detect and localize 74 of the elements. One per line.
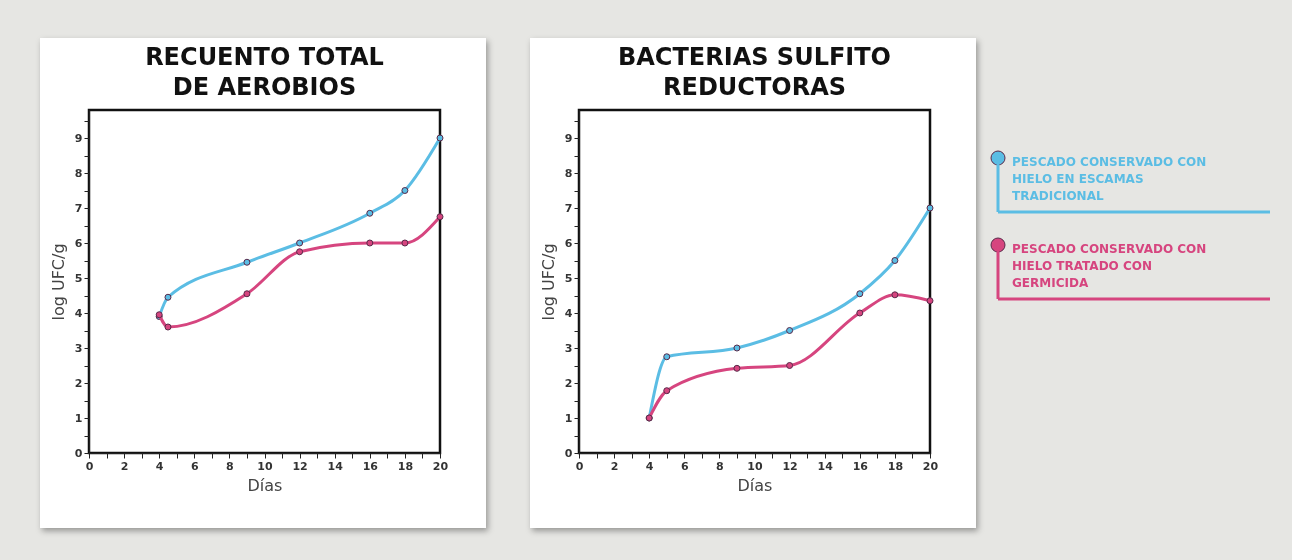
point — [436, 213, 444, 221]
y-tick-label: 4 — [564, 306, 573, 320]
y-tick-label: 3 — [74, 341, 83, 355]
x-tick-label: 6 — [190, 459, 199, 473]
chart-title: BACTERIAS SULFITO REDUCTORAS — [617, 43, 892, 101]
y-tick-label: 6 — [564, 236, 573, 250]
x-tick-label: 14 — [327, 459, 344, 473]
x-tick-label: 16 — [362, 459, 379, 473]
point — [786, 327, 794, 334]
x-tick-label: 8 — [716, 459, 724, 473]
point — [164, 323, 172, 331]
x-tick-label: 4 — [155, 459, 164, 473]
point — [401, 187, 409, 194]
point — [243, 290, 251, 298]
y-tick-label: 4 — [74, 306, 83, 320]
point — [366, 209, 374, 217]
point — [401, 239, 409, 247]
point — [663, 353, 671, 361]
y-axis-title: log UFC/g — [538, 243, 558, 321]
point — [733, 364, 741, 372]
chart-title: RECUENTO TOTAL DE AEROBIOS — [145, 43, 384, 101]
point — [733, 344, 741, 352]
x-tick-label: 10 — [257, 459, 273, 473]
y-tick-label: 7 — [564, 201, 573, 215]
y-tick-label: 8 — [564, 166, 573, 180]
y-tick-label: 0 — [564, 446, 573, 460]
point — [366, 239, 374, 247]
legend-label: PESCADO CONSERVADO CON HIELO EN ESCAMAS TRADICIONAL — [1012, 154, 1208, 205]
y-tick-label: 7 — [74, 201, 83, 215]
x-axis-title: Días — [247, 475, 283, 495]
x-tick-label: 8 — [226, 459, 234, 473]
point — [296, 239, 304, 247]
legend-label: PESCADO CONSERVADO CON HIELO TRATADO CON GERMICIDA — [1012, 241, 1208, 292]
y-tick-label: 1 — [74, 411, 83, 425]
y-tick-label: 9 — [74, 131, 83, 145]
point — [436, 134, 444, 142]
x-tick-label: 0 — [85, 459, 94, 473]
x-tick-label: 18 — [397, 459, 414, 473]
x-tick-label: 4 — [645, 459, 654, 473]
point — [926, 204, 934, 212]
point — [786, 362, 794, 369]
x-tick-label: 12 — [782, 459, 798, 473]
x-tick-label: 2 — [610, 459, 619, 473]
point — [164, 293, 172, 301]
point — [856, 290, 864, 298]
point — [926, 297, 934, 305]
y-tick-label: 3 — [564, 341, 573, 355]
y-tick-label: 1 — [564, 411, 573, 425]
point — [663, 387, 671, 395]
y-tick-label: 8 — [74, 166, 83, 180]
y-tick-label: 6 — [74, 236, 83, 250]
y-tick-label: 2 — [564, 376, 573, 390]
point — [856, 309, 864, 317]
y-axis-title: log UFC/g — [48, 243, 68, 321]
x-tick-label: 10 — [747, 459, 763, 473]
point — [891, 257, 899, 264]
x-tick-label: 6 — [680, 459, 689, 473]
x-tick-label: 12 — [292, 459, 308, 473]
point — [243, 258, 251, 266]
x-tick-label: 16 — [852, 459, 869, 473]
y-tick-label: 2 — [74, 376, 83, 390]
y-tick-label: 5 — [74, 271, 83, 285]
x-tick-label: 18 — [887, 459, 904, 473]
x-axis-title: Días — [737, 475, 773, 495]
y-tick-label: 9 — [564, 131, 573, 145]
y-tick-label: 5 — [564, 271, 573, 285]
x-tick-label: 20 — [922, 459, 939, 473]
x-tick-label: 20 — [432, 459, 449, 473]
x-tick-label: 14 — [817, 459, 834, 473]
point — [296, 248, 304, 256]
x-tick-label: 0 — [575, 459, 584, 473]
y-tick-label: 0 — [74, 446, 83, 460]
x-tick-label: 2 — [120, 459, 129, 473]
point — [891, 291, 899, 299]
